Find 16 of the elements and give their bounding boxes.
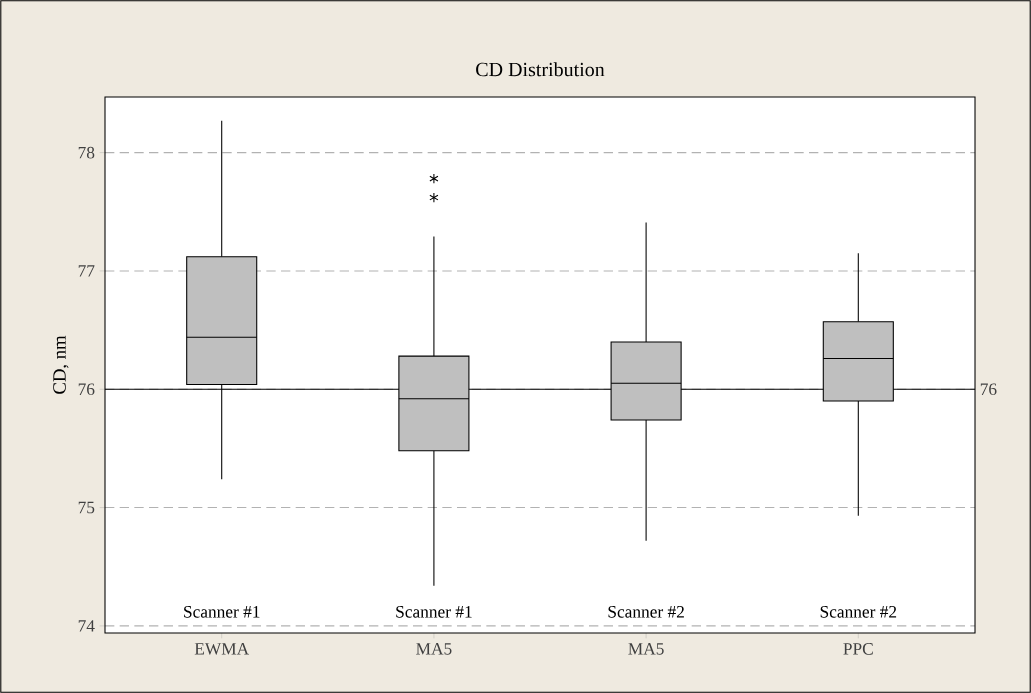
annotation: Scanner #2: [608, 605, 684, 618]
ref-line-label: 76: [980, 383, 997, 396]
chart-title: CD Distribution: [476, 62, 605, 77]
y-tick-label: 78: [78, 146, 95, 159]
annotation: Scanner #2: [820, 605, 897, 618]
x-tick-label: MA5: [416, 643, 452, 655]
x-tick-label: PPC: [843, 643, 873, 655]
y-axis-title: CD, nm: [53, 335, 69, 394]
x-tick-label: MA5: [628, 643, 664, 655]
y-tick-label: 74: [78, 620, 95, 632]
x-tick-label: EWMA: [194, 643, 250, 655]
y-tick-label: 76: [78, 383, 95, 396]
y-tick-label: 75: [78, 501, 95, 514]
annotation: Scanner #1: [396, 605, 472, 618]
annotation: Scanner #1: [184, 605, 260, 618]
y-tick-label: 77: [78, 265, 95, 277]
